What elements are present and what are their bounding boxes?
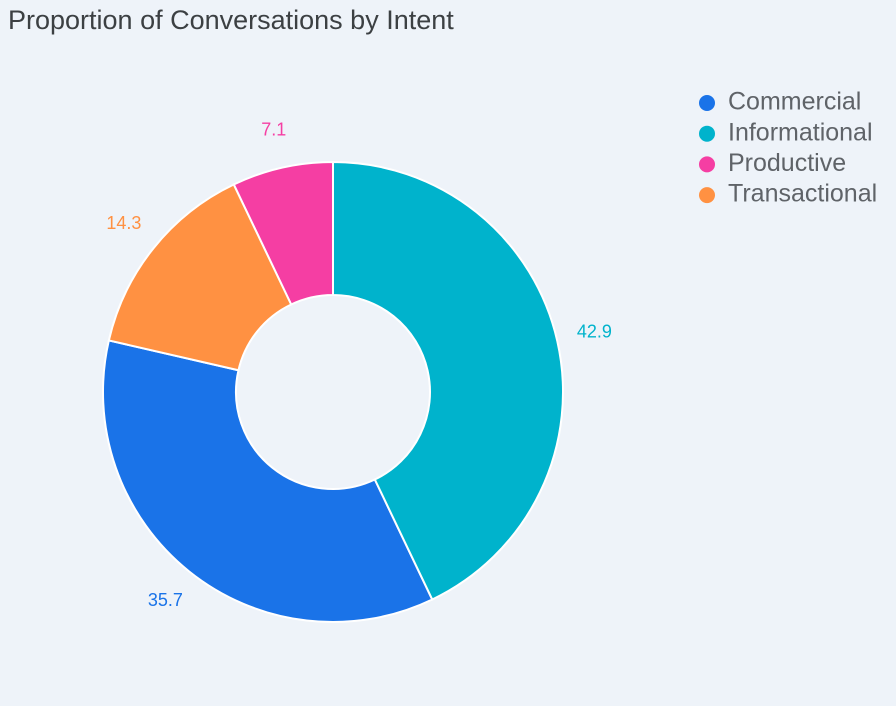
chart-title: Proportion of Conversations by Intent [8, 5, 454, 35]
data-label: 35.7 [148, 590, 183, 610]
legend-marker [699, 187, 715, 204]
data-label: 14.3 [106, 213, 141, 233]
legend-label: Transactional [728, 180, 877, 208]
data-label: 42.9 [577, 321, 612, 341]
data-label: 7.1 [261, 119, 286, 139]
legend-marker [699, 156, 715, 173]
legend-label: Commercial [728, 88, 861, 116]
legend-label: Informational [728, 118, 873, 146]
donut-slice [107, 183, 293, 372]
legend-marker [699, 125, 715, 142]
legend-marker [699, 95, 715, 111]
donut-slice [102, 339, 434, 623]
donut-slice [332, 160, 564, 601]
legend-label: Productive [728, 149, 846, 177]
